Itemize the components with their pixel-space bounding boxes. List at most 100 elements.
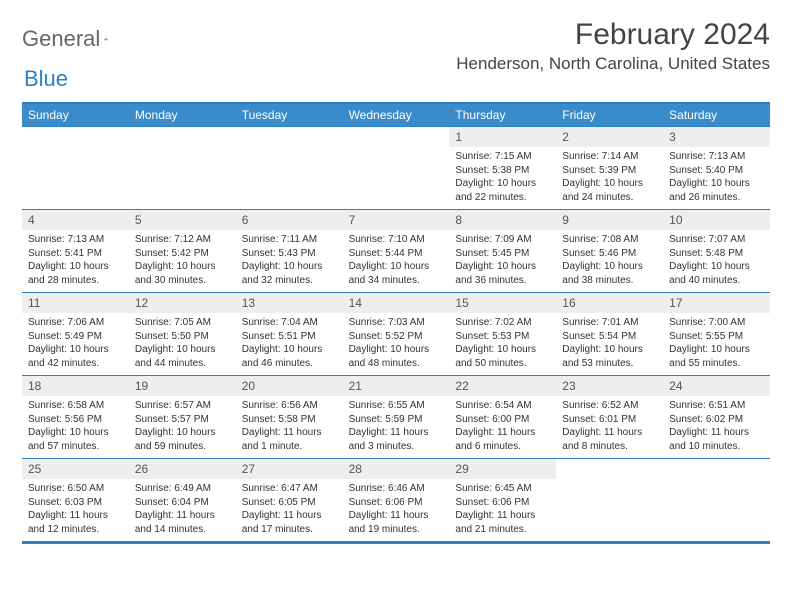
- day-number: 19: [129, 376, 236, 396]
- calendar-page: General February 2024 Henderson, North C…: [0, 0, 792, 562]
- day-number: 21: [343, 376, 450, 396]
- day-cell: 22Sunrise: 6:54 AMSunset: 6:00 PMDayligh…: [449, 376, 556, 458]
- day-body: Sunrise: 7:00 AMSunset: 5:55 PMDaylight:…: [663, 315, 770, 374]
- sunrise-text: Sunrise: 7:07 AM: [669, 233, 764, 247]
- empty-day-cell: [129, 127, 236, 209]
- day-number: 10: [663, 210, 770, 230]
- sunrise-text: Sunrise: 7:03 AM: [349, 316, 444, 330]
- sunset-text: Sunset: 5:50 PM: [135, 330, 230, 344]
- sunset-text: Sunset: 5:43 PM: [242, 247, 337, 261]
- day-cell: 11Sunrise: 7:06 AMSunset: 5:49 PMDayligh…: [22, 293, 129, 375]
- dow-wednesday: Wednesday: [343, 104, 450, 126]
- day-cell: 7Sunrise: 7:10 AMSunset: 5:44 PMDaylight…: [343, 210, 450, 292]
- sunrise-text: Sunrise: 7:13 AM: [669, 150, 764, 164]
- day-number: 17: [663, 293, 770, 313]
- daylight-text: Daylight: 10 hours and 55 minutes.: [669, 343, 764, 370]
- day-cell: 29Sunrise: 6:45 AMSunset: 6:06 PMDayligh…: [449, 459, 556, 541]
- day-cell: 1 Sunrise: 7:15 AMSunset: 5:38 PMDaylight…: [449, 127, 556, 209]
- sunrise-text: Sunrise: 7:02 AM: [455, 316, 550, 330]
- daylight-text: Daylight: 11 hours and 19 minutes.: [349, 509, 444, 536]
- sunset-text: Sunset: 6:01 PM: [562, 413, 657, 427]
- sunset-text: Sunset: 5:38 PM: [455, 164, 550, 178]
- sunrise-text: Sunrise: 7:10 AM: [349, 233, 444, 247]
- empty-day-cell: [556, 459, 663, 541]
- dow-friday: Friday: [556, 104, 663, 126]
- sunrise-text: Sunrise: 7:15 AM: [455, 150, 550, 164]
- day-body: Sunrise: 7:14 AMSunset: 5:39 PMDaylight:…: [556, 149, 663, 208]
- sunset-text: Sunset: 6:06 PM: [349, 496, 444, 510]
- sunset-text: Sunset: 5:53 PM: [455, 330, 550, 344]
- day-body: Sunrise: 6:47 AMSunset: 6:05 PMDaylight:…: [236, 481, 343, 540]
- day-body: Sunrise: 7:11 AMSunset: 5:43 PMDaylight:…: [236, 232, 343, 291]
- day-number: 2: [556, 127, 663, 147]
- sunset-text: Sunset: 6:02 PM: [669, 413, 764, 427]
- sunrise-text: Sunrise: 7:09 AM: [455, 233, 550, 247]
- daylight-text: Daylight: 11 hours and 3 minutes.: [349, 426, 444, 453]
- day-cell: 16Sunrise: 7:01 AMSunset: 5:54 PMDayligh…: [556, 293, 663, 375]
- sunset-text: Sunset: 5:58 PM: [242, 413, 337, 427]
- sunset-text: Sunset: 6:06 PM: [455, 496, 550, 510]
- empty-day-cell: [663, 459, 770, 541]
- dow-tuesday: Tuesday: [236, 104, 343, 126]
- sunset-text: Sunset: 5:54 PM: [562, 330, 657, 344]
- daylight-text: Daylight: 10 hours and 44 minutes.: [135, 343, 230, 370]
- daylight-text: Daylight: 10 hours and 32 minutes.: [242, 260, 337, 287]
- day-cell: 23Sunrise: 6:52 AMSunset: 6:01 PMDayligh…: [556, 376, 663, 458]
- day-body: Sunrise: 7:10 AMSunset: 5:44 PMDaylight:…: [343, 232, 450, 291]
- sunrise-text: Sunrise: 6:47 AM: [242, 482, 337, 496]
- daylight-text: Daylight: 10 hours and 22 minutes.: [455, 177, 550, 204]
- sunset-text: Sunset: 6:05 PM: [242, 496, 337, 510]
- day-cell: 10Sunrise: 7:07 AMSunset: 5:48 PMDayligh…: [663, 210, 770, 292]
- day-number: 11: [22, 293, 129, 313]
- sunrise-text: Sunrise: 7:05 AM: [135, 316, 230, 330]
- empty-day-cell: [343, 127, 450, 209]
- day-number: 26: [129, 459, 236, 479]
- day-number: 4: [22, 210, 129, 230]
- sunset-text: Sunset: 5:44 PM: [349, 247, 444, 261]
- day-body: Sunrise: 7:01 AMSunset: 5:54 PMDaylight:…: [556, 315, 663, 374]
- week-row: 11Sunrise: 7:06 AMSunset: 5:49 PMDayligh…: [22, 292, 770, 375]
- day-body: Sunrise: 7:13 AMSunset: 5:41 PMDaylight:…: [22, 232, 129, 291]
- day-cell: 12 Sunrise: 7:05 AMSunset: 5:50 PMDayligh…: [129, 293, 236, 375]
- sunset-text: Sunset: 5:46 PM: [562, 247, 657, 261]
- day-cell: 2Sunrise: 7:14 AMSunset: 5:39 PMDaylight…: [556, 127, 663, 209]
- sunset-text: Sunset: 5:59 PM: [349, 413, 444, 427]
- sunrise-text: Sunrise: 7:14 AM: [562, 150, 657, 164]
- day-cell: 4Sunrise: 7:13 AMSunset: 5:41 PMDaylight…: [22, 210, 129, 292]
- sunrise-text: Sunrise: 6:55 AM: [349, 399, 444, 413]
- daylight-text: Daylight: 10 hours and 24 minutes.: [562, 177, 657, 204]
- daylight-text: Daylight: 10 hours and 48 minutes.: [349, 343, 444, 370]
- logo-sail-icon: [104, 30, 108, 48]
- day-cell: 14Sunrise: 7:03 AMSunset: 5:52 PMDayligh…: [343, 293, 450, 375]
- sunrise-text: Sunrise: 6:51 AM: [669, 399, 764, 413]
- sunrise-text: Sunrise: 7:00 AM: [669, 316, 764, 330]
- sunrise-text: Sunrise: 7:13 AM: [28, 233, 123, 247]
- day-cell: 5Sunrise: 7:12 AMSunset: 5:42 PMDaylight…: [129, 210, 236, 292]
- day-cell: 15Sunrise: 7:02 AMSunset: 5:53 PMDayligh…: [449, 293, 556, 375]
- day-number: 15: [449, 293, 556, 313]
- sunrise-text: Sunrise: 6:57 AM: [135, 399, 230, 413]
- daylight-text: Daylight: 11 hours and 21 minutes.: [455, 509, 550, 536]
- daylight-text: Daylight: 10 hours and 50 minutes.: [455, 343, 550, 370]
- day-body: Sunrise: 7:02 AMSunset: 5:53 PMDaylight:…: [449, 315, 556, 374]
- daylight-text: Daylight: 11 hours and 12 minutes.: [28, 509, 123, 536]
- day-cell: 25Sunrise: 6:50 AMSunset: 6:03 PMDayligh…: [22, 459, 129, 541]
- day-number: 18: [22, 376, 129, 396]
- sunset-text: Sunset: 5:41 PM: [28, 247, 123, 261]
- daylight-text: Daylight: 11 hours and 10 minutes.: [669, 426, 764, 453]
- day-body: Sunrise: 6:46 AMSunset: 6:06 PMDaylight:…: [343, 481, 450, 540]
- empty-day-cell: [22, 127, 129, 209]
- day-number: 1: [449, 127, 556, 147]
- day-body: Sunrise: 7:07 AMSunset: 5:48 PMDaylight:…: [663, 232, 770, 291]
- day-number: 12: [129, 293, 236, 313]
- day-body: Sunrise: 6:57 AMSunset: 5:57 PMDaylight:…: [129, 398, 236, 457]
- day-number: 5: [129, 210, 236, 230]
- dow-sunday: Sunday: [22, 104, 129, 126]
- day-cell: 8Sunrise: 7:09 AMSunset: 5:45 PMDaylight…: [449, 210, 556, 292]
- daylight-text: Daylight: 11 hours and 1 minute.: [242, 426, 337, 453]
- day-cell: 28Sunrise: 6:46 AMSunset: 6:06 PMDayligh…: [343, 459, 450, 541]
- daylight-text: Daylight: 10 hours and 59 minutes.: [135, 426, 230, 453]
- day-cell: 21 Sunrise: 6:55 AMSunset: 5:59 PMDayligh…: [343, 376, 450, 458]
- sunrise-text: Sunrise: 7:01 AM: [562, 316, 657, 330]
- day-number: 16: [556, 293, 663, 313]
